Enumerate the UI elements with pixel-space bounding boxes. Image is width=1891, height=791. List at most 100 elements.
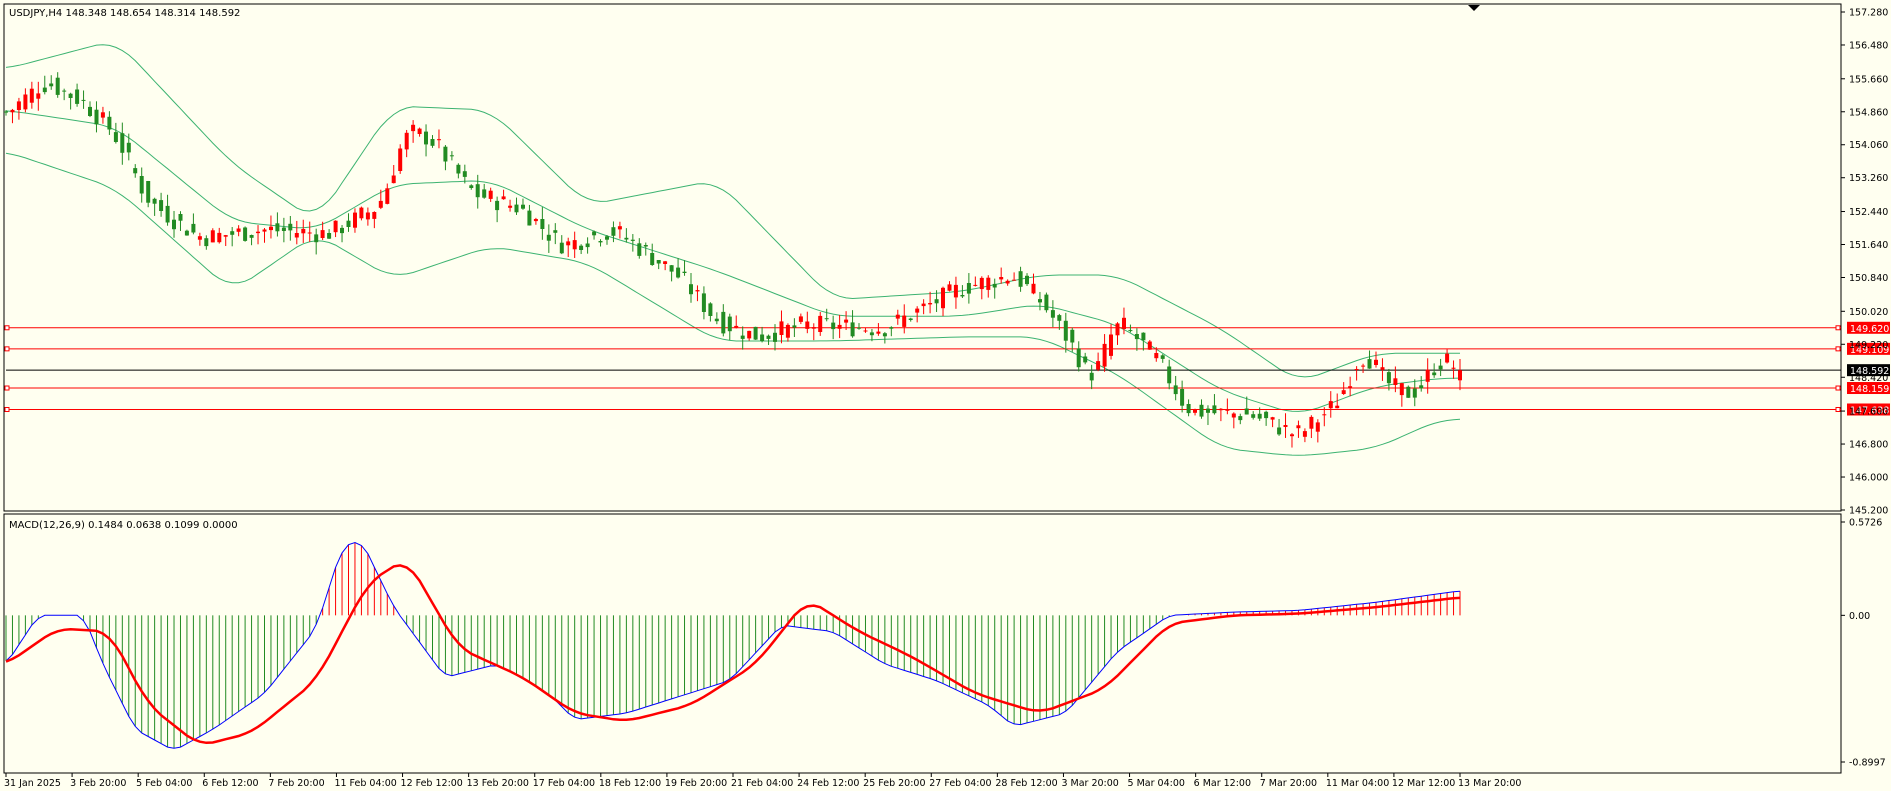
candle-body bbox=[1335, 405, 1340, 409]
price-tick-label: 155.660 bbox=[1849, 74, 1888, 85]
time-tick-label: 7 Feb 20:00 bbox=[268, 778, 324, 789]
time-tick-label: 12 Mar 12:00 bbox=[1392, 778, 1455, 789]
candle-body bbox=[747, 330, 752, 339]
candle-body bbox=[1296, 425, 1301, 429]
candle-body bbox=[701, 293, 706, 312]
price-tick-label: 150.020 bbox=[1849, 307, 1888, 318]
candle-body bbox=[385, 188, 390, 204]
candle-body bbox=[359, 207, 364, 219]
candle-body bbox=[314, 234, 319, 243]
time-tick-label: 5 Feb 04:00 bbox=[136, 778, 192, 789]
candle-body bbox=[133, 168, 138, 174]
candle-body bbox=[1309, 416, 1314, 429]
candle-body bbox=[495, 200, 500, 211]
candle-body bbox=[152, 198, 157, 204]
chart-shift-marker[interactable] bbox=[1468, 5, 1480, 11]
time-tick-label: 31 Jan 2025 bbox=[4, 778, 61, 789]
candle-body bbox=[100, 112, 105, 118]
candle-body bbox=[734, 325, 739, 328]
candle-body bbox=[1290, 434, 1294, 437]
candle-body bbox=[882, 333, 887, 337]
candle-body bbox=[1063, 320, 1068, 341]
candle-body bbox=[243, 227, 248, 241]
candle-body bbox=[1445, 353, 1450, 363]
price-tick-label: 146.800 bbox=[1849, 440, 1888, 451]
price-tick-label: 145.200 bbox=[1849, 506, 1888, 517]
candle-body bbox=[592, 231, 597, 236]
signal-line bbox=[5, 564, 1461, 745]
candle-body bbox=[1322, 414, 1327, 416]
level-line-right-handle bbox=[1835, 406, 1841, 412]
candle-body bbox=[146, 181, 151, 203]
candle-body bbox=[1147, 341, 1152, 350]
candle-body bbox=[1070, 329, 1075, 343]
candle-body bbox=[1451, 367, 1456, 369]
candle-body bbox=[1083, 356, 1088, 363]
candle-body bbox=[533, 219, 538, 222]
level-line-right-handle bbox=[1835, 385, 1841, 391]
candle-body bbox=[1283, 425, 1288, 427]
level-line-right-handle bbox=[1835, 346, 1841, 352]
candle-body bbox=[831, 322, 836, 330]
candle-body bbox=[437, 139, 441, 141]
candle-body bbox=[404, 132, 409, 150]
macd-axis: 0.5726 0.00 -0.8997 bbox=[1841, 518, 1886, 769]
candle-body bbox=[1212, 405, 1217, 414]
time-tick-label: 6 Mar 12:00 bbox=[1194, 778, 1251, 789]
candle-body bbox=[805, 321, 810, 329]
level-price-tag bbox=[1847, 342, 1890, 355]
price-panel-frame bbox=[3, 3, 1842, 512]
candle-body bbox=[844, 319, 849, 323]
candle-body bbox=[75, 89, 80, 104]
candle-body bbox=[1406, 386, 1411, 398]
candle-body bbox=[1386, 372, 1391, 384]
candle-body bbox=[1251, 414, 1256, 418]
candle-body bbox=[269, 226, 273, 231]
time-axis: 31 Jan 2025 3 Feb 20:00 5 Feb 04:00 6 Feb 1… bbox=[4, 773, 1521, 789]
time-tick-label: 19 Feb 20:00 bbox=[665, 778, 727, 789]
candle-body bbox=[1302, 431, 1307, 437]
candle-body bbox=[126, 142, 131, 153]
candle-body bbox=[430, 139, 435, 146]
candle-body bbox=[1432, 372, 1437, 376]
level-price-label: 149.620 bbox=[1850, 324, 1889, 335]
candle-body bbox=[501, 196, 506, 200]
candle-body bbox=[566, 241, 571, 246]
candle-body bbox=[1393, 378, 1398, 385]
price-tick-label: 149.220 bbox=[1849, 340, 1888, 351]
candle-body bbox=[327, 233, 332, 239]
price-tick-label: 154.060 bbox=[1849, 140, 1888, 151]
candle-body bbox=[197, 236, 202, 240]
candle-body bbox=[417, 128, 422, 134]
candle-body bbox=[650, 253, 655, 265]
price-axis: 157.280 156.480 155.660 154.860 154.060 153.2… bbox=[1841, 8, 1888, 517]
candle-body bbox=[456, 164, 461, 174]
candle-body bbox=[1367, 359, 1372, 369]
candle-body bbox=[611, 227, 616, 236]
candle-body bbox=[23, 94, 28, 110]
candle-body bbox=[1089, 372, 1094, 381]
candle-body bbox=[1438, 365, 1443, 370]
candle-body bbox=[999, 277, 1004, 280]
candle-body bbox=[184, 230, 189, 236]
time-tick-label: 27 Feb 04:00 bbox=[929, 778, 991, 789]
candle-body bbox=[462, 171, 467, 177]
level-line-left-handle bbox=[4, 385, 10, 391]
candle-body bbox=[398, 148, 403, 171]
candle-body bbox=[346, 220, 351, 227]
candle-body bbox=[785, 324, 790, 338]
candle-body bbox=[1096, 361, 1101, 370]
candle-body bbox=[773, 332, 777, 342]
candle-body bbox=[895, 314, 900, 319]
candle-body bbox=[779, 321, 784, 335]
candle-body bbox=[824, 318, 829, 320]
candle-body bbox=[1264, 411, 1269, 419]
candle-body bbox=[1399, 383, 1404, 396]
candle-body bbox=[178, 214, 183, 221]
candle-body bbox=[663, 261, 668, 264]
time-tick-label: 3 Feb 20:00 bbox=[70, 778, 126, 789]
candle-body bbox=[120, 133, 125, 153]
time-tick-label: 13 Feb 20:00 bbox=[467, 778, 529, 789]
candle-body bbox=[81, 99, 86, 101]
candle-body bbox=[521, 204, 525, 209]
